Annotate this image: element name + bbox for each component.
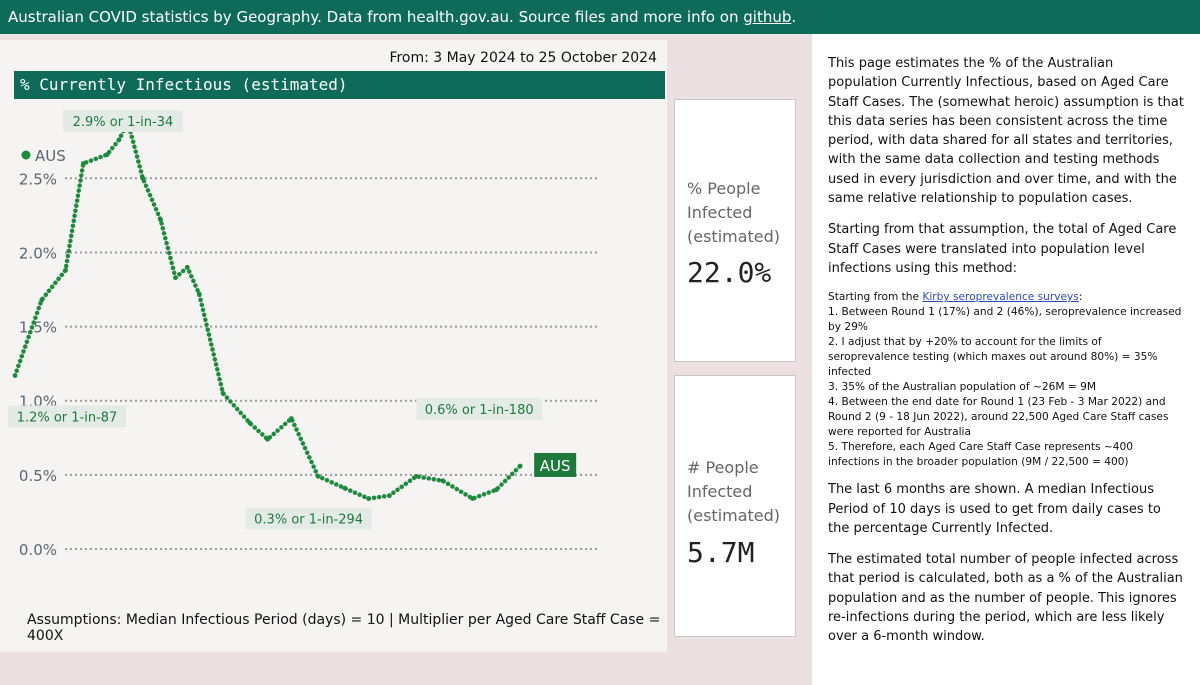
data-point [140, 175, 146, 181]
num-card-label-2: Infected [687, 482, 753, 501]
y-tick-label: 2.0% [19, 244, 57, 262]
y-tick-label: 0.5% [19, 467, 57, 485]
series-end-label: AUS [540, 457, 571, 475]
data-point [517, 463, 523, 469]
explanation-para-1: This page estimates the % of the Austral… [828, 56, 1184, 207]
data-point [440, 478, 446, 484]
method-step-3: 3. 35% of the Australian population of ~… [828, 381, 1096, 394]
data-point [63, 267, 68, 273]
pct-card-value: 22.0% [687, 256, 772, 289]
github-link[interactable]: github [743, 8, 792, 26]
data-point [173, 275, 178, 281]
num-card-label-3: (estimated) [687, 506, 781, 525]
annotation-box [8, 405, 126, 428]
pct-card-label-1: % People [687, 179, 761, 198]
method-intro: Starting from the [828, 291, 923, 304]
data-point [158, 217, 164, 223]
method-colon: : [1078, 291, 1083, 304]
num-card-value: 5.7M [687, 536, 755, 569]
legend-label: AUS [35, 147, 66, 165]
data-point [470, 496, 476, 501]
explanation-para-2: Starting from that assumption, the total… [828, 222, 1177, 276]
data-point [104, 152, 110, 157]
method-steps: Starting from the Kirby seroprevalence s… [828, 290, 1186, 470]
annotation-box [62, 109, 183, 132]
pct-card-label-3: (estimated) [687, 227, 781, 246]
method-step-2: 2. I adjust that by +20% to account for … [828, 336, 1158, 379]
annotation-label: 0.6% or 1-in-180 [425, 403, 534, 418]
pct-card-label-2: Infected [687, 203, 753, 222]
method-step-1: 1. Between Round 1 (17%) and 2 (46%), se… [828, 306, 1182, 334]
explanation-para-3: The last 6 months are shown. A median In… [828, 482, 1161, 536]
data-point [247, 420, 253, 426]
data-point [315, 473, 321, 479]
y-tick-label: 1.5% [19, 319, 57, 337]
data-point [39, 297, 45, 303]
assumptions-text: Assumptions: Median Infectious Period (d… [27, 612, 661, 644]
annotation-label: 1.2% or 1-in-87 [17, 411, 118, 426]
num-card-label-1: # People [687, 458, 759, 477]
method-step-4: 4. Between the end date for Round 1 (23 … [828, 396, 1169, 439]
data-point [12, 373, 18, 378]
date-range-label: From: 3 May 2024 to 25 October 2024 [389, 50, 657, 66]
method-step-5: 5. Therefore, each Aged Care Staff Case … [828, 441, 1134, 469]
chart-title: % Currently Infectious (estimated) [14, 71, 665, 99]
chart-panel: From: 3 May 2024 to 25 October 2024 % Cu… [0, 40, 667, 652]
pct-infected-card[interactable]: % People Infected (estimated) 22.0% [674, 99, 796, 362]
y-tick-label: 0.0% [19, 541, 57, 559]
annotation-label: 0.3% or 1-in-294 [254, 513, 363, 528]
data-point [493, 487, 499, 493]
data-point [196, 291, 202, 297]
annotation-box [416, 397, 543, 420]
explanation-panel: This page estimates the % of the Austral… [828, 54, 1186, 659]
data-point [413, 473, 419, 479]
num-infected-card[interactable]: # People Infected (estimated) 5.7M [674, 375, 796, 637]
data-point [184, 264, 190, 270]
annotation-box [245, 507, 372, 530]
data-point [288, 416, 294, 421]
data-point [116, 137, 122, 143]
data-point [342, 485, 348, 491]
data-point [387, 493, 392, 499]
data-point [265, 436, 270, 442]
banner-suffix: . [791, 8, 797, 26]
data-point [80, 161, 86, 166]
kirby-survey-link[interactable]: Kirby seroprevalence surveys [922, 291, 1079, 304]
data-point [366, 496, 372, 501]
data-point [220, 390, 226, 396]
series-end-label-box [534, 452, 577, 477]
banner-text: Australian COVID statistics by Geography… [8, 8, 744, 26]
line-chart[interactable]: 0.0%0.5%1.0%1.5%2.0%2.5%Jun 2024Jul 2024… [0, 100, 667, 612]
y-tick-label: 2.5% [19, 170, 57, 188]
explanation-para-4: The estimated total number of people inf… [828, 552, 1183, 645]
legend-dot [21, 150, 31, 160]
top-banner: Australian COVID statistics by Geography… [0, 0, 1200, 34]
annotation-label: 2.9% or 1-in-34 [73, 115, 174, 130]
